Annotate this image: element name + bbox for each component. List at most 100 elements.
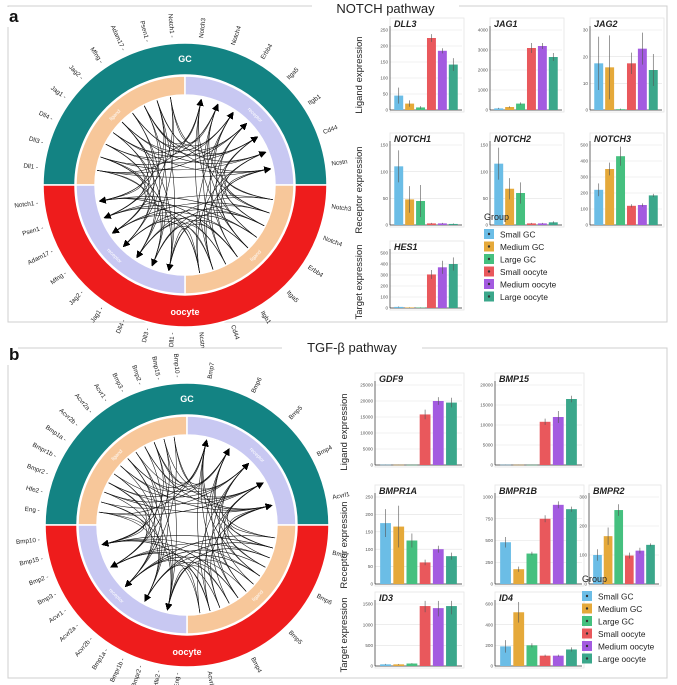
chord-group xyxy=(98,436,276,614)
gc-receptor-gene-label-2: Erbb4 xyxy=(260,42,275,60)
oocyte-receptor-gene-label-1: Notch4 xyxy=(322,235,344,249)
bar-chart-id3-tick-label: 1000 xyxy=(363,622,374,627)
row-label-1-1: Receptor expression xyxy=(339,501,350,588)
bar-chart-notch1-bar-3 xyxy=(426,223,436,225)
bar-chart-notch3-tick-label: 0 xyxy=(585,223,588,228)
oocyte-sector-label: oocyte xyxy=(170,307,199,317)
bar-chart-bmpr2-bar-5 xyxy=(646,544,655,584)
bar-chart-bmpr1b-tick-label: 0 xyxy=(490,582,493,587)
gc-ligand-gene-label-4: Jag2 - xyxy=(67,64,84,81)
bar-chart-gdf9-tick-label: 0 xyxy=(370,463,373,468)
bar-chart-notch1: 0 50 100 150 NOTCH1 xyxy=(380,132,465,228)
bar-chart-bmp15-tick-label: 0 xyxy=(490,463,493,468)
bar-chart-bmp15-bar-3 xyxy=(539,421,551,465)
bar-chart-jag1-bar-1 xyxy=(505,107,515,110)
bar-chart-hes1-tick-label: 400 xyxy=(380,262,388,267)
oocyte-ligand-gene-label-0: Dll1 - xyxy=(168,332,176,347)
panel-title-bg-0 xyxy=(312,1,459,17)
bar-chart-dll3-tick-label: 0 xyxy=(385,108,388,113)
bar-chart-notch3-tick-label: 400 xyxy=(580,159,588,164)
gc-ligand-gene-label-3: Bmpr1b - xyxy=(31,442,57,460)
bar-chart-id3: 0 500 1000 1500 ID3 xyxy=(363,591,465,669)
legend-dot-5 xyxy=(487,295,491,298)
bar-chart-bmp15-tick-label: 5000 xyxy=(483,443,494,448)
chord xyxy=(100,151,267,171)
oocyte-receptor-gene-label-3: Bmp4 xyxy=(249,656,263,674)
bar-chart-dll3-title: DLL3 xyxy=(394,19,417,29)
legend-dot-4 xyxy=(585,644,589,648)
bar-chart-bmpr2-bar-0 xyxy=(593,555,602,584)
bar-chart-notch3-bar-0 xyxy=(594,189,604,225)
bar-chart-bmpr1a-tick-label: 250 xyxy=(365,495,373,500)
legend-dot-3 xyxy=(585,632,589,635)
bar-chart-notch1-title: NOTCH1 xyxy=(394,134,431,144)
bar-chart-id3-bar-2 xyxy=(406,663,418,666)
bar-chart-id3-bar-0 xyxy=(380,664,391,666)
bar-chart-bmpr1b-bar-3 xyxy=(539,518,551,584)
bar-chart-id3-tick-label: 0 xyxy=(370,664,373,669)
legend-title: Group xyxy=(484,212,509,222)
chord xyxy=(97,166,272,178)
chord xyxy=(144,105,272,174)
bar-chart-bmpr1b-tick-label: 750 xyxy=(485,516,493,521)
chord xyxy=(170,97,219,144)
bar-chart-bmpr2-tick-label: 200 xyxy=(579,524,587,529)
oocyte-ligand-gene-label-6: Acvr2a - xyxy=(58,622,80,643)
legend-dot-1 xyxy=(487,245,491,248)
oocyte-ligand-gene-label-2: Bmpr2 - xyxy=(131,665,145,685)
chord xyxy=(103,144,146,219)
oocyte-receptor-arc xyxy=(77,524,188,635)
chord xyxy=(166,224,238,272)
chord-group xyxy=(97,97,273,273)
bar-chart-dll3-bar-3 xyxy=(426,38,436,110)
bar-chart-hes1-bar-5 xyxy=(448,264,458,308)
legend-dot-3 xyxy=(487,270,491,273)
bar-chart-jag1-tick-label: 0 xyxy=(485,108,488,113)
oocyte-ligand-gene-label-3: Jag1 - xyxy=(89,306,105,324)
bar-chart-id3-bar-5 xyxy=(446,606,457,666)
bar-chart-id4-bar-4 xyxy=(552,655,564,666)
bar-chart-gdf9-bar-3 xyxy=(419,414,431,465)
gc-receptor-gene-label-1: Notch4 xyxy=(230,25,243,47)
bar-chart-notch3-bar-5 xyxy=(648,195,658,225)
bar-chart-bmpr1a-bar-5 xyxy=(446,556,457,584)
bar-chart-notch1-tick-label: 0 xyxy=(385,223,388,228)
bar-chart-notch3-title: NOTCH3 xyxy=(594,134,631,144)
legend-dot-4 xyxy=(487,282,491,286)
chord xyxy=(214,111,265,226)
bar-chart-bmpr1a-bar-4 xyxy=(432,549,444,584)
bar-chart-hes1-tick-label: 200 xyxy=(380,284,388,289)
legend-label-5: Large oocyte xyxy=(500,292,548,302)
bar-chart-jag1-title: JAG1 xyxy=(494,19,518,29)
oocyte-ligand-gene-label-4: Jag2 - xyxy=(68,289,85,306)
legend-dot-0 xyxy=(585,594,589,598)
bar-chart-notch2-tick-label: 0 xyxy=(485,223,488,228)
bar-chart-notch2-tick-label: 100 xyxy=(480,169,488,174)
bar-chart-bmpr1b-bar-1 xyxy=(513,569,525,584)
bar-chart-jag2-bar-3 xyxy=(626,63,636,110)
bar-chart-id3-tick-label: 500 xyxy=(365,643,373,648)
bar-chart-hes1-title: HES1 xyxy=(394,242,418,252)
chord xyxy=(156,100,176,272)
oocyte-receptor-gene-label-0: Notch3 xyxy=(331,203,352,213)
chord xyxy=(166,228,200,273)
oocyte-ligand-gene-label-5: Mfng - xyxy=(49,270,68,286)
bar-chart-bmpr1b-title: BMPR1B xyxy=(499,486,538,496)
bar-chart-hes1-tick-label: 500 xyxy=(380,251,388,256)
bar-chart-id3-bar-4 xyxy=(432,608,444,666)
legend-dot-1 xyxy=(585,607,589,610)
gc-ligand-gene-label-7: Psen1 - xyxy=(138,20,150,43)
bar-chart-bmpr1b-bar-4 xyxy=(552,504,564,584)
chord xyxy=(105,144,156,259)
bar-chart-bmpr2-tick-label: 0 xyxy=(584,582,587,587)
chord xyxy=(210,136,259,265)
chord xyxy=(122,217,238,258)
gc-ligand-gene-label-2: Dll4 - xyxy=(38,110,54,123)
bar-chart-hes1-bar-1 xyxy=(405,307,415,308)
bar-chart-id4-tick-label: 400 xyxy=(485,622,493,627)
bar-chart-id4-bar-2 xyxy=(526,645,538,666)
bar-chart-bmpr1a-tick-label: 100 xyxy=(365,547,373,552)
